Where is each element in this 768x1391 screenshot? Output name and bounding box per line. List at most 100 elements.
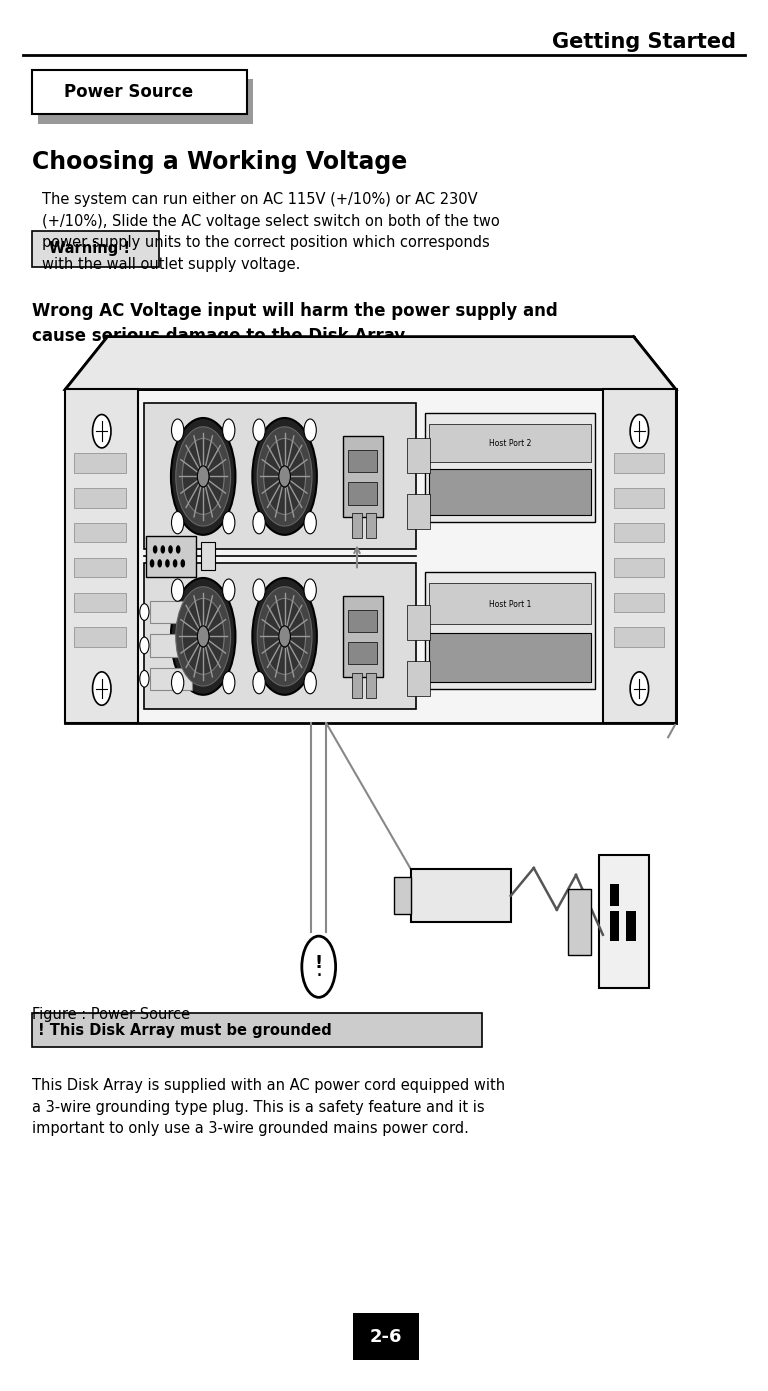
Circle shape bbox=[140, 670, 149, 687]
Circle shape bbox=[253, 512, 265, 534]
FancyBboxPatch shape bbox=[603, 389, 676, 723]
FancyBboxPatch shape bbox=[32, 231, 159, 267]
Circle shape bbox=[304, 672, 316, 694]
FancyBboxPatch shape bbox=[407, 494, 430, 529]
FancyBboxPatch shape bbox=[32, 70, 247, 114]
Circle shape bbox=[168, 545, 173, 554]
FancyBboxPatch shape bbox=[150, 634, 192, 657]
Circle shape bbox=[176, 587, 230, 686]
Circle shape bbox=[253, 417, 317, 534]
FancyBboxPatch shape bbox=[568, 889, 591, 954]
Circle shape bbox=[223, 579, 235, 601]
FancyBboxPatch shape bbox=[429, 633, 591, 682]
Circle shape bbox=[197, 626, 209, 647]
Text: Wrong AC Voltage input will harm the power supply and
cause serious damage to th: Wrong AC Voltage input will harm the pow… bbox=[32, 302, 558, 345]
Circle shape bbox=[171, 579, 236, 696]
Circle shape bbox=[223, 419, 235, 441]
Text: Power Source: Power Source bbox=[65, 83, 194, 100]
Text: Choosing a Working Voltage: Choosing a Working Voltage bbox=[32, 150, 408, 174]
Circle shape bbox=[140, 637, 149, 654]
Circle shape bbox=[140, 604, 149, 620]
Text: Host Port 1: Host Port 1 bbox=[489, 600, 531, 609]
Circle shape bbox=[171, 419, 184, 441]
FancyBboxPatch shape bbox=[348, 449, 377, 473]
Circle shape bbox=[302, 936, 336, 997]
Circle shape bbox=[161, 545, 165, 554]
Text: Figure : Power Source: Figure : Power Source bbox=[32, 1007, 190, 1022]
FancyBboxPatch shape bbox=[144, 403, 415, 549]
Circle shape bbox=[279, 626, 290, 647]
Circle shape bbox=[153, 545, 157, 554]
FancyBboxPatch shape bbox=[74, 523, 126, 542]
FancyBboxPatch shape bbox=[627, 911, 636, 942]
Circle shape bbox=[150, 559, 154, 568]
FancyBboxPatch shape bbox=[74, 593, 126, 612]
FancyBboxPatch shape bbox=[144, 563, 415, 709]
Text: !: ! bbox=[315, 954, 323, 971]
FancyBboxPatch shape bbox=[353, 673, 362, 698]
FancyBboxPatch shape bbox=[32, 1013, 482, 1047]
FancyBboxPatch shape bbox=[348, 609, 377, 633]
Circle shape bbox=[223, 512, 235, 534]
FancyBboxPatch shape bbox=[353, 1313, 419, 1360]
FancyBboxPatch shape bbox=[343, 597, 383, 676]
FancyBboxPatch shape bbox=[425, 413, 595, 522]
FancyBboxPatch shape bbox=[353, 513, 362, 538]
FancyBboxPatch shape bbox=[65, 389, 676, 723]
Circle shape bbox=[257, 427, 312, 526]
FancyBboxPatch shape bbox=[614, 558, 664, 577]
FancyBboxPatch shape bbox=[614, 523, 664, 542]
Circle shape bbox=[182, 598, 224, 675]
Circle shape bbox=[176, 545, 180, 554]
FancyBboxPatch shape bbox=[150, 668, 192, 690]
FancyBboxPatch shape bbox=[429, 469, 591, 515]
Text: 2-6: 2-6 bbox=[369, 1328, 402, 1345]
Circle shape bbox=[171, 579, 184, 601]
Circle shape bbox=[257, 587, 312, 686]
Circle shape bbox=[253, 579, 317, 696]
FancyBboxPatch shape bbox=[407, 605, 430, 640]
Polygon shape bbox=[65, 337, 676, 389]
Circle shape bbox=[176, 427, 230, 526]
FancyBboxPatch shape bbox=[610, 885, 619, 906]
Circle shape bbox=[157, 559, 162, 568]
FancyBboxPatch shape bbox=[366, 673, 376, 698]
Circle shape bbox=[304, 512, 316, 534]
FancyBboxPatch shape bbox=[74, 488, 126, 508]
FancyBboxPatch shape bbox=[411, 869, 511, 922]
Circle shape bbox=[304, 419, 316, 441]
FancyBboxPatch shape bbox=[74, 453, 126, 473]
Text: Host Port 2: Host Port 2 bbox=[489, 440, 531, 448]
Circle shape bbox=[304, 579, 316, 601]
FancyBboxPatch shape bbox=[348, 483, 377, 505]
FancyBboxPatch shape bbox=[610, 911, 619, 942]
FancyBboxPatch shape bbox=[599, 855, 649, 988]
Circle shape bbox=[197, 466, 209, 487]
FancyBboxPatch shape bbox=[407, 438, 430, 473]
FancyBboxPatch shape bbox=[150, 601, 192, 623]
Circle shape bbox=[630, 415, 648, 448]
FancyBboxPatch shape bbox=[366, 513, 376, 538]
Circle shape bbox=[253, 579, 265, 601]
Text: ·: · bbox=[315, 967, 323, 986]
FancyBboxPatch shape bbox=[614, 453, 664, 473]
FancyBboxPatch shape bbox=[429, 424, 591, 462]
Circle shape bbox=[165, 559, 170, 568]
FancyBboxPatch shape bbox=[407, 661, 430, 696]
FancyBboxPatch shape bbox=[74, 558, 126, 577]
Circle shape bbox=[263, 438, 306, 515]
Circle shape bbox=[173, 559, 177, 568]
Circle shape bbox=[279, 466, 290, 487]
Text: Warning !: Warning ! bbox=[49, 242, 130, 256]
FancyBboxPatch shape bbox=[614, 488, 664, 508]
Text: The system can run either on AC 115V (+/10%) or AC 230V
(+/10%), Slide the AC vo: The system can run either on AC 115V (+/… bbox=[42, 192, 500, 271]
FancyBboxPatch shape bbox=[146, 536, 196, 577]
Circle shape bbox=[171, 672, 184, 694]
Circle shape bbox=[171, 512, 184, 534]
FancyBboxPatch shape bbox=[394, 878, 411, 914]
Circle shape bbox=[253, 672, 265, 694]
FancyBboxPatch shape bbox=[65, 389, 138, 723]
Text: Getting Started: Getting Started bbox=[551, 32, 736, 51]
Circle shape bbox=[93, 672, 111, 705]
FancyBboxPatch shape bbox=[429, 583, 591, 625]
